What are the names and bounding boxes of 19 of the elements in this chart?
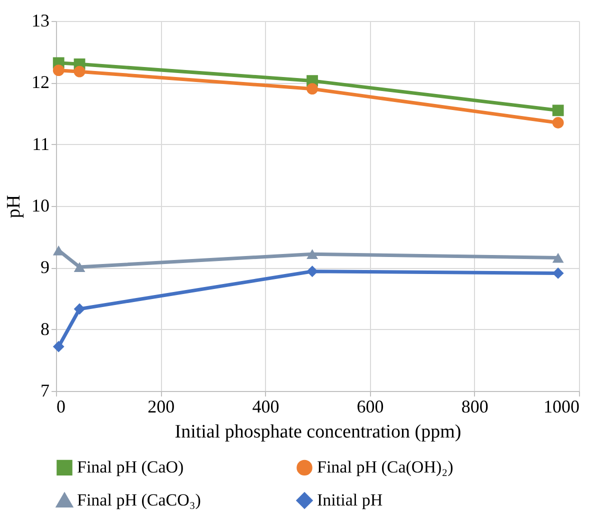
legend-label: Final pH (CaCO₃) [77, 490, 201, 510]
y-tick-label: 10 [32, 196, 50, 216]
legend-label: Initial pH [317, 490, 383, 510]
y-axis-title: pH [4, 194, 24, 218]
legend-label: Final pH (Ca(OH)₂) [317, 458, 454, 477]
x-tick-label: 600 [356, 396, 384, 416]
x-tick-label: 1000 [544, 396, 580, 416]
x-tick-label: 400 [252, 396, 280, 416]
y-tick-label: 13 [32, 10, 50, 30]
y-tick-label: 7 [40, 380, 50, 400]
y-tick-label: 12 [32, 72, 50, 92]
x-tick-label: 800 [461, 396, 488, 416]
y-tick-label: 8 [40, 318, 50, 339]
x-axis-title: Initial phosphate concentration (ppm) [174, 422, 462, 442]
y-tick-label: 11 [32, 134, 50, 154]
y-tick-label: 9 [40, 257, 50, 278]
x-tick-label: 0 [56, 396, 66, 416]
legend-label: Final pH (CaO) [77, 458, 184, 477]
x-tick-label: 200 [148, 396, 175, 416]
